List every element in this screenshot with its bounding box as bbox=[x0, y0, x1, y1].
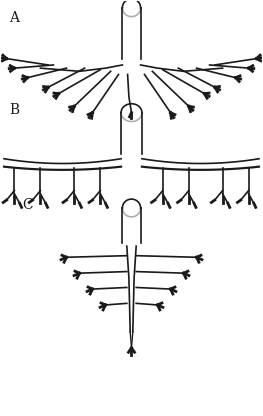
Text: A: A bbox=[9, 11, 19, 25]
Text: B: B bbox=[9, 103, 19, 117]
Text: C: C bbox=[22, 198, 33, 213]
